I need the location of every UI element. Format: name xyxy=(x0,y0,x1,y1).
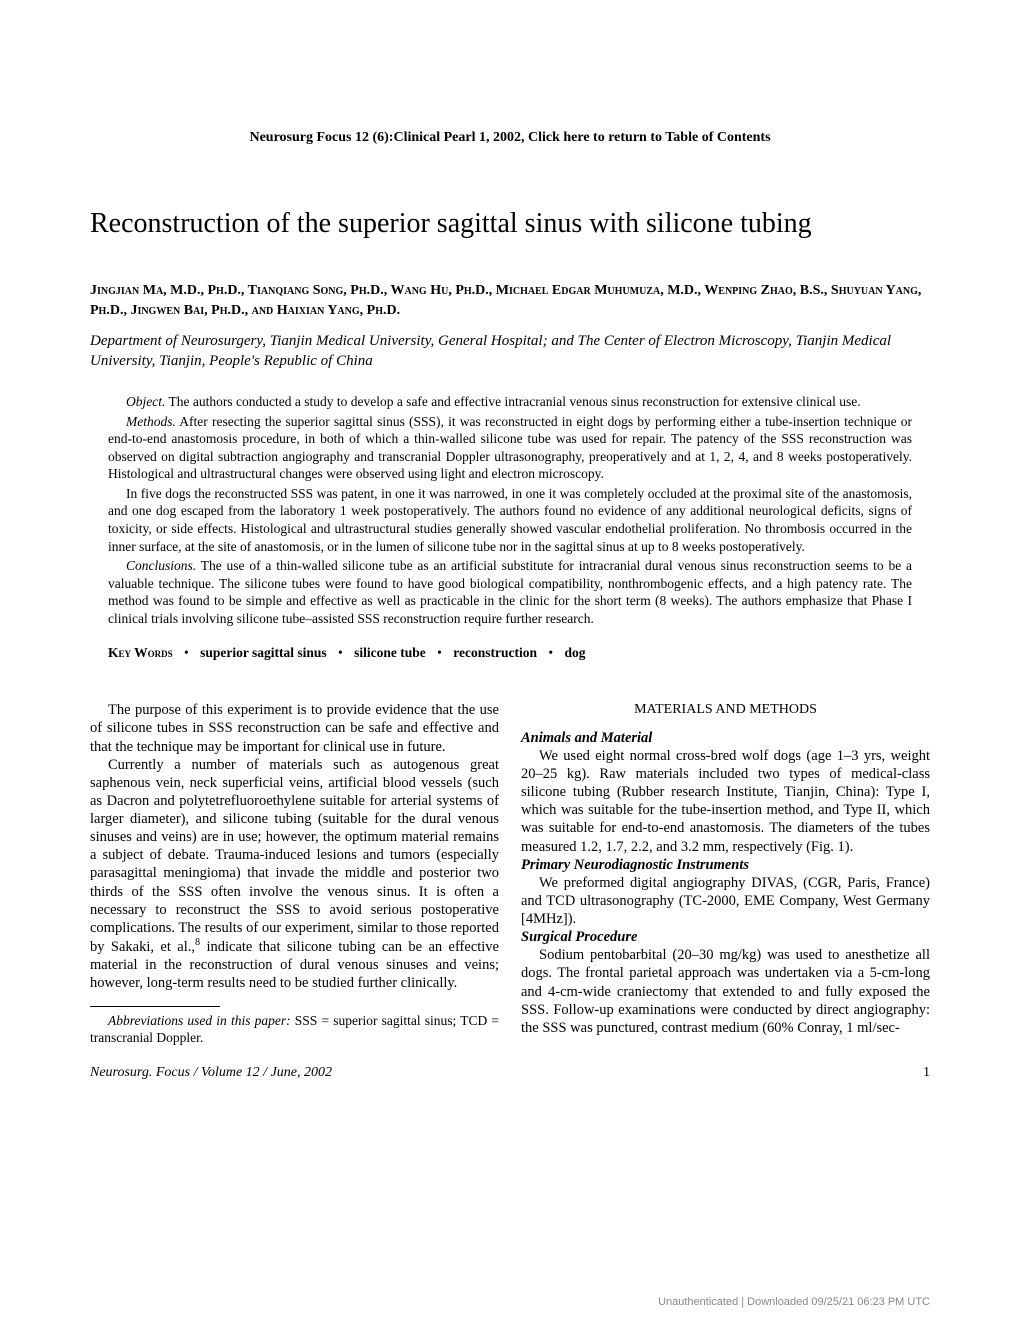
conclusions-label: Conclusions. xyxy=(126,558,196,573)
download-watermark: Unauthenticated | Downloaded 09/25/21 06… xyxy=(658,1296,930,1308)
divider xyxy=(90,1006,220,1007)
footer-journal: Neurosurg. Focus / Volume 12 / June, 200… xyxy=(90,1065,332,1081)
keyword-1: superior sagittal sinus xyxy=(200,645,327,660)
left-column: The purpose of this experiment is to pro… xyxy=(90,701,499,1047)
bullet-icon: • xyxy=(338,645,343,660)
bullet-icon: • xyxy=(184,645,189,660)
conclusions-text: The use of a thin-walled silicone tube a… xyxy=(108,558,912,626)
animals-p: We used eight normal cross-bred wolf dog… xyxy=(521,747,930,856)
keyword-3: reconstruction xyxy=(453,645,537,660)
intro-p2: Currently a number of materials such as … xyxy=(90,756,499,992)
abstract: Object. The authors conducted a study to… xyxy=(90,393,930,627)
right-column: MATERIALS AND METHODS Animals and Materi… xyxy=(521,701,930,1047)
intro-p1: The purpose of this experiment is to pro… xyxy=(90,701,499,755)
object-text: The authors conducted a study to develop… xyxy=(165,394,860,409)
abstract-methods-2: In five dogs the reconstructed SSS was p… xyxy=(108,485,912,555)
surgical-subheading: Surgical Procedure xyxy=(521,928,930,946)
affiliation: Department of Neurosurgery, Tianjin Medi… xyxy=(90,332,930,371)
page-number: 1 xyxy=(923,1065,930,1081)
abstract-methods-1: Methods. After resecting the superior sa… xyxy=(108,413,912,483)
keywords-label: Key Words xyxy=(108,645,173,660)
instruments-p: We preformed digital angiography DIVAS, … xyxy=(521,874,930,928)
animals-subheading: Animals and Material xyxy=(521,729,930,747)
page-footer: Neurosurg. Focus / Volume 12 / June, 200… xyxy=(90,1065,930,1081)
methods-text-1: After resecting the superior sagittal si… xyxy=(108,414,912,482)
journal-header[interactable]: Neurosurg Focus 12 (6):Clinical Pearl 1,… xyxy=(90,130,930,146)
authors: Jingjian Ma, M.D., Ph.D., Tianqiang Song… xyxy=(90,281,930,320)
methods-label: Methods. xyxy=(126,414,176,429)
abbreviations: Abbreviations used in this paper: SSS = … xyxy=(90,1013,499,1047)
keywords: Key Words • superior sagittal sinus • si… xyxy=(90,645,930,661)
bullet-icon: • xyxy=(548,645,553,660)
object-label: Object. xyxy=(126,394,165,409)
body-columns: The purpose of this experiment is to pro… xyxy=(90,701,930,1047)
surgical-p: Sodium pentobarbital (20–30 mg/kg) was u… xyxy=(521,946,930,1037)
bullet-icon: • xyxy=(437,645,442,660)
keyword-4: dog xyxy=(565,645,586,660)
instruments-subheading: Primary Neurodiagnostic Instruments xyxy=(521,856,930,874)
materials-methods-heading: MATERIALS AND METHODS xyxy=(521,701,930,719)
abbrev-label: Abbreviations used in this paper: xyxy=(108,1013,291,1028)
abstract-conclusions: Conclusions. The use of a thin-walled si… xyxy=(108,557,912,627)
abstract-object: Object. The authors conducted a study to… xyxy=(108,393,912,411)
intro-p2a: Currently a number of materials such as … xyxy=(90,757,499,955)
article-title: Reconstruction of the superior sagittal … xyxy=(90,206,930,241)
page: Neurosurg Focus 12 (6):Clinical Pearl 1,… xyxy=(0,0,1020,1320)
keyword-2: silicone tube xyxy=(354,645,426,660)
